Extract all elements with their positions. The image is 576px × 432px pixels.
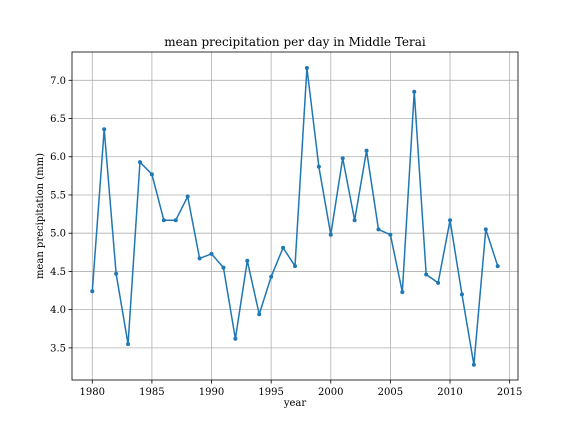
- data-point: [221, 265, 226, 270]
- data-point: [185, 194, 190, 199]
- y-tick-label: 5.0: [50, 229, 66, 240]
- data-point: [352, 218, 357, 223]
- data-point: [376, 227, 381, 232]
- data-point: [161, 218, 166, 223]
- y-tick-label: 5.5: [50, 190, 66, 201]
- data-point: [209, 251, 214, 256]
- data-point: [448, 218, 453, 223]
- data-point: [471, 362, 476, 367]
- x-tick-label: 2005: [378, 387, 403, 398]
- plot-frame: [71, 51, 519, 381]
- series: [90, 66, 500, 367]
- x-tick-label: 1980: [80, 387, 105, 398]
- data-point: [245, 258, 250, 263]
- x-axis-label: year: [283, 398, 307, 409]
- data-point: [102, 127, 107, 132]
- data-point: [269, 274, 274, 279]
- x-axis: 1980 1985 1990 1995 2000 2005 2010 2015: [80, 380, 522, 398]
- data-point: [304, 66, 309, 71]
- x-tick-label: 2010: [437, 387, 462, 398]
- data-point: [126, 342, 131, 347]
- x-tick-label: 1990: [199, 387, 224, 398]
- data-point: [197, 256, 202, 261]
- data-point: [233, 336, 238, 341]
- data-point: [328, 232, 333, 237]
- grid: [72, 52, 518, 380]
- data-point: [137, 160, 142, 165]
- data-point: [173, 218, 178, 223]
- data-point: [316, 164, 321, 169]
- x-tick-label: 2015: [497, 387, 522, 398]
- data-point: [149, 172, 154, 177]
- data-point: [90, 289, 95, 294]
- data-point: [364, 148, 369, 153]
- data-point: [412, 89, 417, 94]
- y-tick-label: 4.0: [50, 305, 66, 316]
- y-tick-label: 6.0: [50, 152, 66, 163]
- x-tick-label: 1985: [139, 387, 164, 398]
- data-point: [388, 232, 393, 237]
- y-tick-label: 3.5: [50, 343, 66, 354]
- data-point: [483, 227, 488, 232]
- y-axis-label: mean precipitation (mm): [35, 153, 46, 279]
- data-point: [293, 264, 297, 269]
- data-point: [340, 156, 345, 161]
- y-tick-label: 4.5: [50, 267, 66, 278]
- y-axis: 3.5 4.0 4.5 5.0 5.5 6.0 6.5 7.0: [50, 76, 72, 354]
- x-tick-label: 1995: [258, 387, 283, 398]
- data-point: [436, 280, 441, 285]
- series-line: [91, 67, 499, 366]
- data-point: [257, 312, 262, 317]
- data-point: [495, 264, 500, 269]
- data-point: [114, 271, 119, 276]
- x-tick-label: 2000: [318, 387, 343, 398]
- y-tick-label: 6.5: [50, 114, 66, 125]
- data-point: [424, 272, 429, 277]
- y-tick-label: 7.0: [50, 76, 66, 87]
- data-point: [459, 292, 464, 297]
- chart-title: mean precipitation per day in Middle Ter…: [164, 35, 426, 49]
- data-point: [400, 290, 405, 295]
- data-point: [281, 245, 286, 250]
